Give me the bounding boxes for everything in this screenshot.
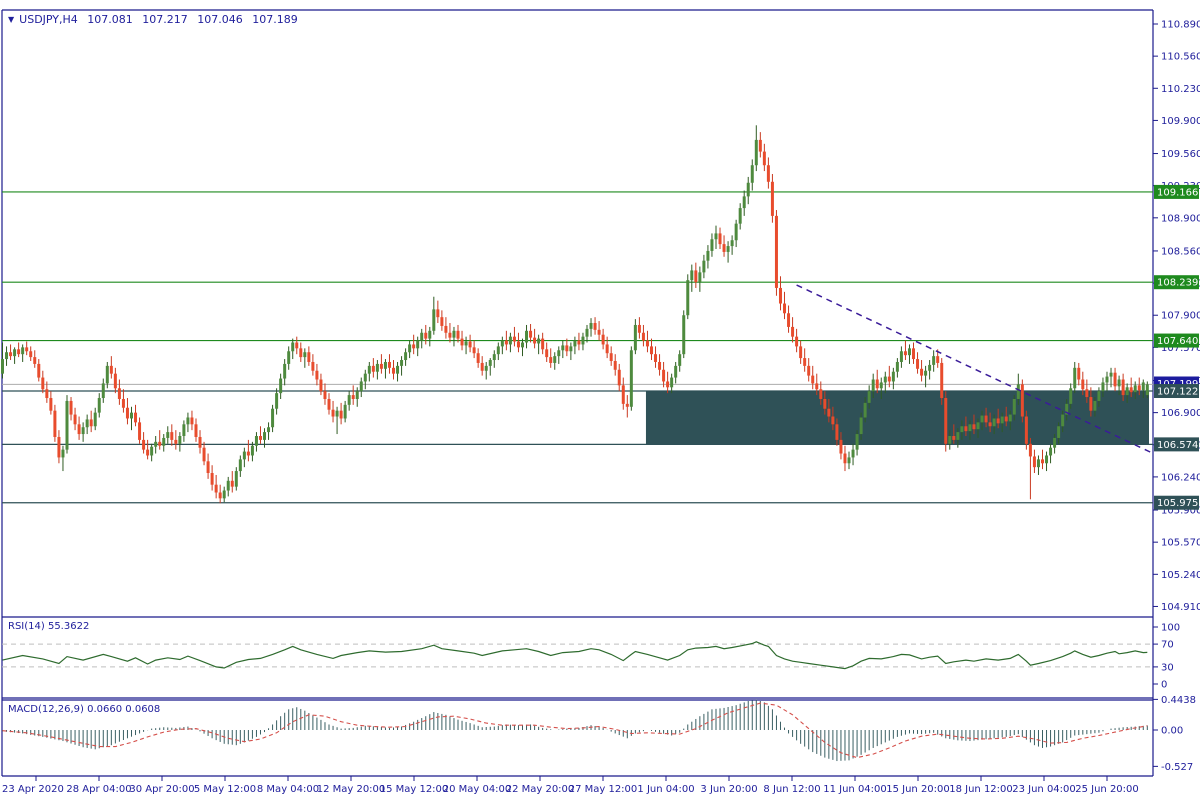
svg-text:110.560: 110.560 [1161,52,1200,63]
svg-text:107.122: 107.122 [1157,387,1198,398]
svg-text:23 Jun 04:00: 23 Jun 04:00 [1012,784,1076,795]
chart-title: ▼ USDJPY,H4 107.081 107.217 107.046 107.1… [8,13,304,26]
svg-text:30: 30 [1161,662,1174,673]
level-badge-108.239 [1154,275,1199,290]
level-badge-107.122 [1154,384,1199,399]
ohlc-high: 107.217 [142,13,188,26]
svg-text:22 May 20:00: 22 May 20:00 [506,784,575,795]
svg-text:110.890: 110.890 [1161,20,1200,31]
ohlc-close: 107.189 [252,13,298,26]
svg-text:106.900: 106.900 [1161,408,1200,419]
svg-text:106.240: 106.240 [1161,472,1200,483]
macd-indicator-label: MACD(12,26,9) 0.0660 0.0608 [8,704,161,715]
svg-text:110.230: 110.230 [1161,84,1200,95]
svg-text:107.900: 107.900 [1161,311,1200,322]
svg-text:8 May 04:00: 8 May 04:00 [257,784,319,795]
svg-text:12 May 20:00: 12 May 20:00 [317,784,386,795]
svg-text:18 Jun 12:00: 18 Jun 12:00 [949,784,1013,795]
level-badge-109.166 [1154,184,1199,199]
symbol-timeframe-label: USDJPY,H4 [19,13,78,26]
chart-frame [1,9,1154,777]
ohlc-open: 107.081 [87,13,133,26]
svg-text:15 Jun 20:00: 15 Jun 20:00 [886,784,950,795]
svg-text:23 Apr 2020: 23 Apr 2020 [2,784,64,795]
svg-text:0.00: 0.00 [1161,726,1183,737]
ohlc-low: 107.046 [197,13,243,26]
symbol-dropdown-icon[interactable]: ▼ [8,15,15,24]
price-axis[interactable]: 110.890110.560110.230109.900109.560109.2… [1153,20,1200,613]
macd-pane: 0.4438 0.00 -0.527 [2,695,1196,773]
svg-text:15 May 12:00: 15 May 12:00 [380,784,449,795]
price-badges: 107.199109.166108.239107.640107.122106.5… [1154,184,1199,510]
svg-text:105.975: 105.975 [1157,498,1198,509]
svg-text:-0.527: -0.527 [1161,762,1193,773]
svg-text:104.910: 104.910 [1161,602,1200,613]
level-badge-105.975 [1154,495,1199,510]
candlesticks [1,125,1149,504]
level-lines [2,191,1153,504]
rsi-line [2,641,1148,670]
svg-text:25 Jun 20:00: 25 Jun 20:00 [1075,784,1139,795]
svg-text:108.239: 108.239 [1157,278,1198,289]
svg-text:108.560: 108.560 [1161,246,1200,257]
level-badge-107.640 [1154,333,1199,348]
macd-signal-line [2,702,1148,759]
svg-text:109.560: 109.560 [1161,149,1200,160]
svg-text:70: 70 [1161,640,1174,651]
svg-text:27 May 12:00: 27 May 12:00 [569,784,638,795]
rsi-pane: 100 70 30 0 [2,623,1180,691]
svg-text:8 Jun 12:00: 8 Jun 12:00 [763,784,820,795]
supply-zone-rectangle[interactable] [645,391,1149,445]
svg-text:11 Jun 04:00: 11 Jun 04:00 [823,784,887,795]
svg-text:3 Jun 20:00: 3 Jun 20:00 [700,784,757,795]
svg-text:109.900: 109.900 [1161,116,1200,127]
svg-text:105.240: 105.240 [1161,570,1200,581]
svg-text:1 Jun 04:00: 1 Jun 04:00 [637,784,694,795]
svg-text:106.574: 106.574 [1157,440,1198,451]
svg-text:20 May 04:00: 20 May 04:00 [443,784,512,795]
rsi-indicator-label: RSI(14) 55.3622 [8,621,90,632]
svg-text:108.900: 108.900 [1161,213,1200,224]
svg-text:105.570: 105.570 [1161,538,1200,549]
svg-text:100: 100 [1161,623,1180,634]
svg-text:5 May 12:00: 5 May 12:00 [194,784,256,795]
svg-text:0.4438: 0.4438 [1161,695,1196,706]
svg-text:30 Apr 20:00: 30 Apr 20:00 [129,784,194,795]
svg-text:0: 0 [1161,680,1167,691]
level-badge-106.574 [1154,437,1199,452]
svg-text:109.166: 109.166 [1157,187,1198,198]
svg-text:107.570: 107.570 [1161,343,1200,354]
svg-text:105.900: 105.900 [1161,506,1200,517]
svg-text:107.640: 107.640 [1157,336,1198,347]
svg-text:28 Apr 04:00: 28 Apr 04:00 [66,784,131,795]
